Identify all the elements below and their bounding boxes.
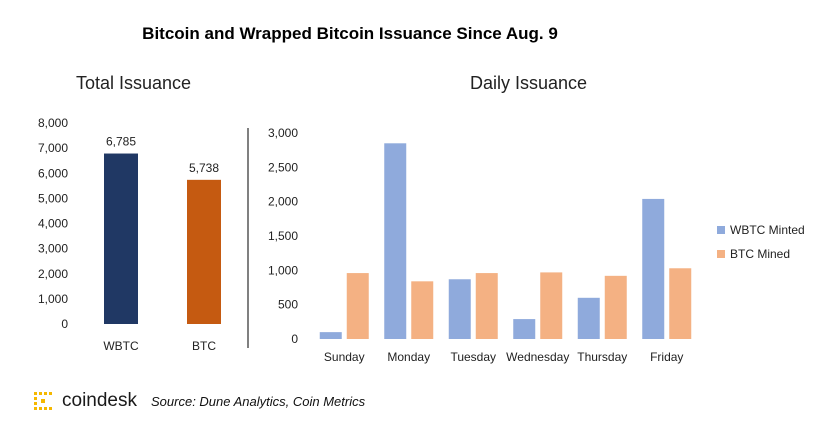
daily-bar-btc-sunday xyxy=(346,273,369,339)
daily-y-tick-label: 500 xyxy=(278,298,298,312)
legend-swatch-wbtc xyxy=(717,226,725,234)
total-y-tick-label: 6,000 xyxy=(38,166,68,180)
daily-y-tick-label: 2,000 xyxy=(268,195,298,209)
daily-bar-btc-wednesday xyxy=(540,272,563,339)
daily-bar-wbtc-tuesday xyxy=(448,279,471,339)
source-note: Source: Dune Analytics, Coin Metrics xyxy=(151,393,366,409)
daily-bar-btc-thursday xyxy=(604,275,627,339)
daily-issuance-title: Daily Issuance xyxy=(470,73,588,93)
daily-y-tick-label: 2,500 xyxy=(268,160,298,174)
daily-bar-btc-monday xyxy=(411,281,434,339)
total-y-tick-label: 1,000 xyxy=(38,292,68,306)
daily-x-tick-label: Wednesday xyxy=(506,350,569,364)
daily-bar-wbtc-sunday xyxy=(319,332,342,339)
total-x-tick-label: BTC xyxy=(192,339,216,353)
daily-y-tick-label: 1,500 xyxy=(268,229,298,243)
daily-y-tick-label: 0 xyxy=(291,332,298,346)
total-y-tick-label: 5,000 xyxy=(38,191,68,205)
daily-bar-wbtc-thursday xyxy=(577,297,600,339)
total-x-tick-label: WBTC xyxy=(103,339,139,353)
daily-bar-btc-tuesday xyxy=(475,273,498,339)
legend-swatch-btc xyxy=(717,250,725,258)
chart-main-title: Bitcoin and Wrapped Bitcoin Issuance Sin… xyxy=(142,24,558,43)
coindesk-logo-icon xyxy=(34,392,52,410)
total-issuance-title: Total Issuance xyxy=(76,73,192,93)
total-y-tick-label: 8,000 xyxy=(38,116,68,130)
total-bar-wbtc xyxy=(104,153,138,324)
total-y-tick-label: 3,000 xyxy=(38,242,68,256)
daily-bar-wbtc-wednesday xyxy=(513,319,536,339)
daily-x-tick-label: Tuesday xyxy=(450,350,496,364)
legend-label-wbtc: WBTC Minted xyxy=(730,223,805,237)
daily-y-tick-label: 3,000 xyxy=(268,126,298,140)
daily-x-tick-label: Sunday xyxy=(324,350,365,364)
daily-bar-wbtc-friday xyxy=(642,198,665,339)
total-data-label: 5,738 xyxy=(189,161,219,175)
daily-x-tick-label: Friday xyxy=(650,350,683,364)
daily-bar-btc-friday xyxy=(669,268,692,339)
daily-bar-wbtc-monday xyxy=(384,143,407,339)
total-y-tick-label: 7,000 xyxy=(38,141,68,155)
legend-label-btc: BTC Mined xyxy=(730,247,790,261)
total-data-label: 6,785 xyxy=(106,135,136,149)
footer: coindesk Source: Dune Analytics, Coin Me… xyxy=(32,388,365,414)
total-y-tick-label: 4,000 xyxy=(38,217,68,231)
daily-x-tick-label: Thursday xyxy=(577,350,627,364)
daily-y-tick-label: 1,000 xyxy=(268,263,298,277)
total-y-tick-label: 2,000 xyxy=(38,267,68,281)
total-y-tick-label: 0 xyxy=(61,317,68,331)
coindesk-logo-text: coindesk xyxy=(62,390,137,411)
total-bar-btc xyxy=(187,179,221,324)
daily-x-tick-label: Monday xyxy=(387,350,430,364)
